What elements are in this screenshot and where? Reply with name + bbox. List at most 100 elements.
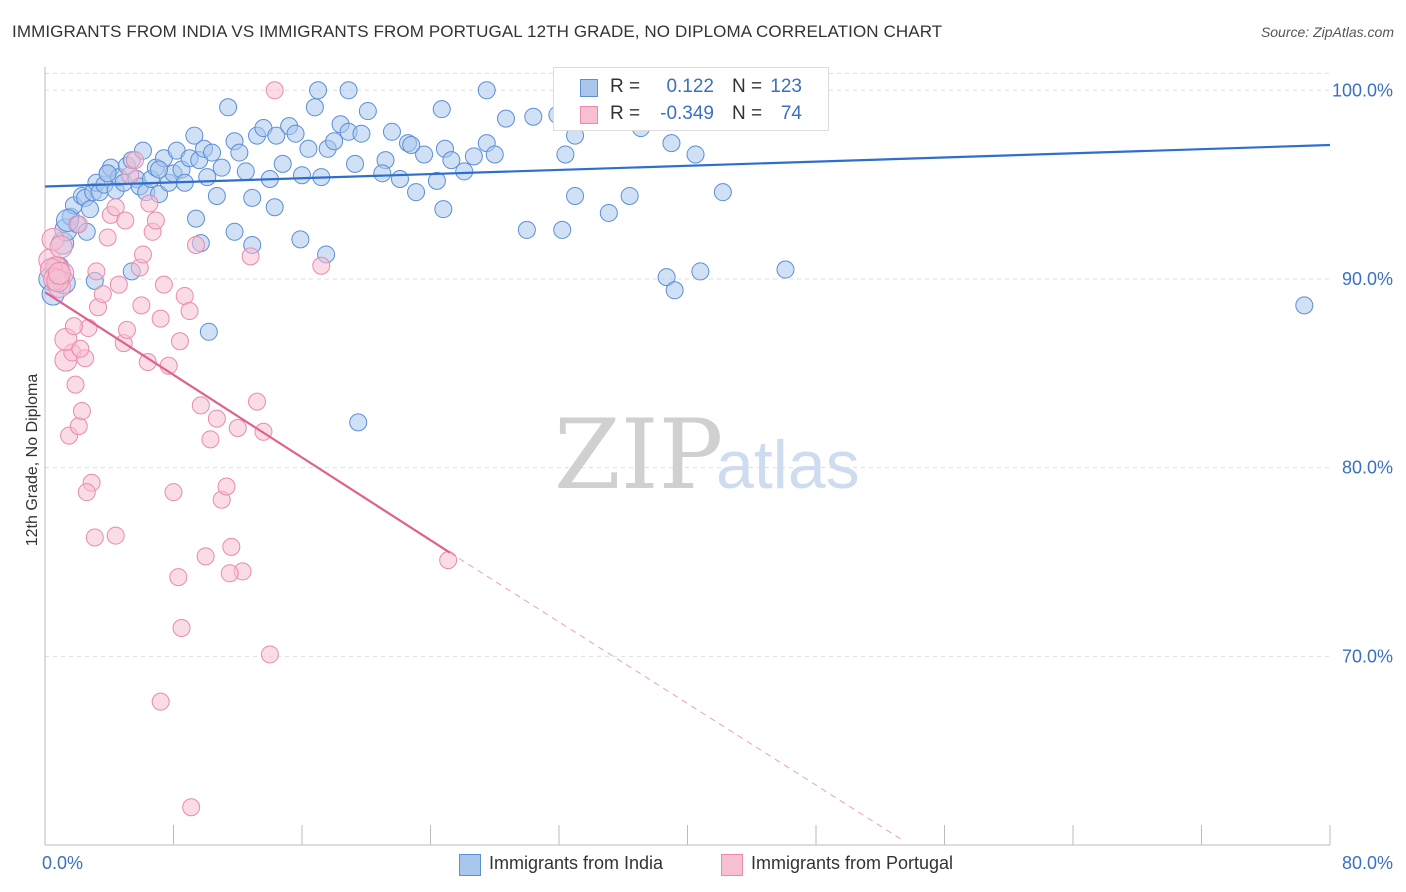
legend-n-label: N = <box>732 103 763 124</box>
legend-swatch-portugal <box>580 106 598 124</box>
data-point-portugal <box>66 375 85 394</box>
data-point-portugal <box>151 309 170 328</box>
data-point-india <box>346 154 365 173</box>
data-point-india <box>442 151 461 170</box>
trend-extension-portugal <box>449 552 905 842</box>
data-point-india <box>273 154 292 173</box>
data-point-india <box>691 262 710 281</box>
data-point-india <box>432 100 451 119</box>
x-tick-label: 0.0% <box>42 853 83 873</box>
data-point-india <box>1295 296 1314 315</box>
data-point-india <box>496 109 515 128</box>
data-point-portugal <box>154 275 173 294</box>
data-point-india <box>434 200 453 219</box>
legend-r-value: -0.349 <box>660 103 714 124</box>
data-point-india <box>464 147 483 166</box>
data-point-india <box>455 162 474 181</box>
legend-r-label: R = <box>610 76 641 97</box>
data-point-portugal <box>222 537 241 556</box>
data-point-india <box>352 124 371 143</box>
data-point-india <box>620 186 639 205</box>
y-axis-title: 12th Grade, No Diploma <box>24 374 41 547</box>
data-point-india <box>657 268 676 287</box>
data-point-india <box>517 220 536 239</box>
data-point-portugal <box>109 275 128 294</box>
data-point-portugal <box>248 392 267 411</box>
trend-line-india <box>44 143 1331 188</box>
data-point-portugal <box>64 317 83 336</box>
legend-label-portugal: Immigrants from Portugal <box>751 853 954 873</box>
data-point-portugal <box>71 339 90 358</box>
data-point-india <box>291 230 310 249</box>
data-point-india <box>427 171 446 190</box>
series-portugal <box>38 81 458 817</box>
watermark: ZIP atlas <box>554 399 860 511</box>
data-point-portugal <box>121 166 140 185</box>
legend-row-portugal: R = -0.349 N = 74 <box>554 101 828 129</box>
data-point-india <box>219 98 238 117</box>
data-point-portugal <box>133 245 152 264</box>
legend-n-value: 74 <box>780 103 802 124</box>
data-point-india <box>236 162 255 181</box>
data-point-portugal <box>175 286 194 305</box>
data-point-portugal <box>170 332 189 351</box>
legend-n-value: 123 <box>770 76 802 97</box>
data-point-portugal <box>117 320 136 339</box>
data-point-india <box>382 122 401 141</box>
legend-row-india: R = 0.122 N = 123 <box>554 74 828 102</box>
data-point-india <box>402 136 421 155</box>
tick-labels: 70.0% 80.0% 90.0% 100.0% 0.0% 80.0% <box>42 80 1393 873</box>
data-point-portugal <box>228 419 247 438</box>
data-point-india <box>150 160 169 179</box>
data-point-portugal <box>186 236 205 255</box>
data-point-portugal <box>77 483 96 502</box>
watermark-zip: ZIP <box>554 399 723 511</box>
data-point-portugal <box>116 211 135 230</box>
data-point-india <box>566 186 585 205</box>
data-point-portugal <box>201 430 220 449</box>
data-point-portugal <box>132 296 151 315</box>
data-point-portugal <box>182 798 201 817</box>
data-point-portugal <box>260 645 279 664</box>
x-tick-label: 80.0% <box>1342 853 1393 873</box>
data-point-india <box>309 81 328 100</box>
source-credit: Source: ZipAtlas.com <box>1260 24 1394 40</box>
data-point-india <box>293 166 311 185</box>
data-point-portugal <box>196 547 215 566</box>
data-point-portugal <box>69 215 88 234</box>
data-point-india <box>203 143 222 162</box>
data-point-india <box>358 102 377 121</box>
y-tick-label: 90.0% <box>1342 269 1393 289</box>
data-point-india <box>305 98 324 117</box>
data-point-portugal <box>49 235 73 259</box>
data-point-portugal <box>93 285 112 304</box>
data-point-india <box>267 126 286 145</box>
data-point-india <box>186 209 205 228</box>
legend-swatch-india <box>459 854 481 876</box>
data-point-portugal <box>72 402 91 421</box>
data-point-portugal <box>439 551 458 570</box>
data-point-india <box>198 168 217 187</box>
data-point-india <box>665 281 684 300</box>
data-point-india <box>339 81 358 100</box>
axes <box>44 67 1331 846</box>
data-point-india <box>299 139 318 158</box>
data-point-india <box>243 188 262 207</box>
data-point-india <box>407 183 426 202</box>
legend-swatch-portugal <box>721 854 743 876</box>
data-point-india <box>415 145 434 164</box>
data-point-portugal <box>217 477 236 496</box>
watermark-atlas: atlas <box>716 427 860 503</box>
data-point-india <box>556 145 575 164</box>
data-point-portugal <box>265 81 284 100</box>
data-point-india <box>686 145 705 164</box>
data-point-india <box>524 107 543 126</box>
data-point-portugal <box>87 262 106 281</box>
data-point-portugal <box>169 568 188 587</box>
data-point-portugal <box>180 302 199 321</box>
data-point-india <box>185 126 204 145</box>
data-point-portugal <box>146 211 165 230</box>
data-point-india <box>485 145 504 164</box>
data-point-india <box>373 164 392 183</box>
legend-r-value: 0.122 <box>666 76 714 97</box>
